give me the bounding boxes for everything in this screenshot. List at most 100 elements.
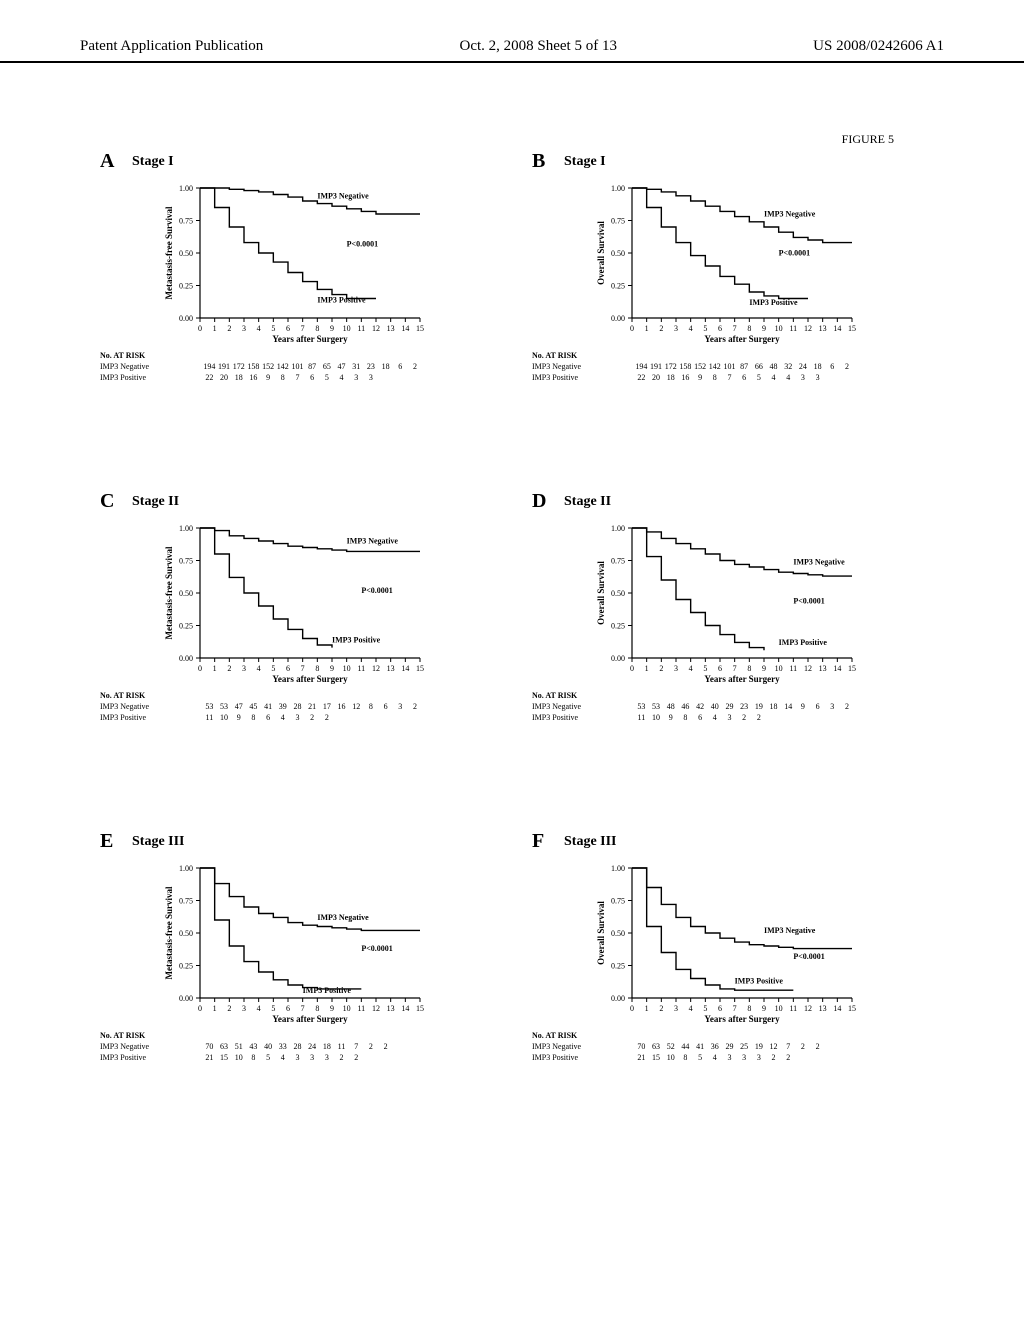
curve-imp3-positive: [632, 528, 764, 650]
panel-stage: Stage I: [564, 154, 606, 170]
risk-number: 3: [349, 372, 364, 383]
svg-text:1: 1: [645, 1004, 649, 1013]
svg-text:0.25: 0.25: [179, 622, 193, 631]
risk-number: 2: [305, 712, 320, 723]
risk-number: 2: [781, 1052, 796, 1063]
at-risk-title: No. AT RISK: [532, 1030, 825, 1041]
risk-number: 33: [275, 1041, 290, 1052]
y-axis-label: Overall Survival: [596, 221, 606, 285]
risk-row-label: IMP3 Positive: [100, 372, 170, 383]
risk-number: 45: [246, 701, 261, 712]
svg-text:8: 8: [315, 664, 319, 673]
risk-number: 7: [349, 1041, 364, 1052]
page-header: Patent Application Publication Oct. 2, 2…: [0, 38, 1024, 63]
risk-row-label: IMP3 Positive: [532, 1052, 602, 1063]
svg-text:0.00: 0.00: [179, 994, 193, 1003]
risk-number: 8: [364, 701, 379, 712]
risk-number: 5: [261, 1052, 276, 1063]
risk-number: 15: [649, 1052, 664, 1063]
svg-text:7: 7: [733, 664, 737, 673]
svg-text:15: 15: [848, 664, 856, 673]
svg-text:9: 9: [762, 324, 766, 333]
svg-text:8: 8: [747, 664, 751, 673]
svg-text:0.50: 0.50: [179, 589, 193, 598]
risk-number: 6: [825, 361, 840, 372]
at-risk-table: No. AT RISKIMP3 Negative7063524441362925…: [532, 1030, 825, 1064]
svg-text:0: 0: [630, 324, 634, 333]
risk-number: 3: [320, 1052, 335, 1063]
risk-number: 2: [840, 701, 855, 712]
risk-row-positive: IMP3 Positive2220181698765433: [100, 372, 422, 383]
risk-number: 28: [290, 701, 305, 712]
svg-text:5: 5: [271, 1004, 275, 1013]
x-axis-label: Years after Surgery: [272, 1014, 348, 1024]
svg-text:12: 12: [804, 664, 812, 673]
risk-number: 18: [231, 372, 246, 383]
svg-text:2: 2: [227, 664, 231, 673]
risk-number: 41: [693, 1041, 708, 1052]
risk-number: 4: [707, 1052, 722, 1063]
risk-number: 53: [649, 701, 664, 712]
risk-number: 3: [290, 1052, 305, 1063]
panel-stage: Stage III: [564, 834, 617, 850]
risk-number: 6: [810, 701, 825, 712]
risk-row-label: IMP3 Negative: [532, 701, 602, 712]
risk-row-positive: IMP3 Positive11109864322: [100, 712, 422, 723]
svg-text:0.50: 0.50: [611, 929, 625, 938]
risk-number: 18: [766, 701, 781, 712]
risk-number: 6: [693, 712, 708, 723]
risk-number: 3: [737, 1052, 752, 1063]
risk-number: 5: [693, 1052, 708, 1063]
risk-number: 65: [320, 361, 335, 372]
svg-text:5: 5: [703, 324, 707, 333]
svg-text:0.25: 0.25: [179, 962, 193, 971]
risk-row-positive: IMP3 Positive21151085433322: [532, 1052, 825, 1063]
svg-text:0.25: 0.25: [611, 622, 625, 631]
svg-text:4: 4: [689, 664, 693, 673]
svg-text:12: 12: [372, 324, 380, 333]
curve-neg-label: IMP3 Negative: [764, 926, 816, 935]
curve-imp3-positive: [632, 188, 808, 299]
risk-number: 8: [678, 712, 693, 723]
risk-number: 16: [246, 372, 261, 383]
svg-text:0.50: 0.50: [179, 929, 193, 938]
risk-number: 2: [408, 701, 423, 712]
risk-number: 32: [781, 361, 796, 372]
svg-text:1: 1: [645, 324, 649, 333]
curve-pos-label: IMP3 Positive: [303, 986, 352, 995]
svg-text:1: 1: [645, 664, 649, 673]
at-risk-title: No. AT RISK: [532, 350, 854, 361]
y-axis-label: Metastasis-free Survival: [164, 546, 174, 640]
risk-number: 3: [290, 712, 305, 723]
svg-text:0.75: 0.75: [179, 217, 193, 226]
svg-text:14: 14: [401, 324, 409, 333]
risk-number: 6: [305, 372, 320, 383]
risk-number: 194: [634, 361, 649, 372]
curve-imp3-negative: [632, 868, 852, 949]
panel-stage: Stage II: [564, 494, 611, 510]
risk-number: 8: [246, 1052, 261, 1063]
risk-number: 31: [349, 361, 364, 372]
svg-text:11: 11: [789, 1004, 797, 1013]
svg-text:1: 1: [213, 324, 217, 333]
svg-text:10: 10: [775, 664, 783, 673]
risk-number: 87: [737, 361, 752, 372]
p-value: P<0.0001: [361, 944, 392, 953]
risk-number: 19: [752, 701, 767, 712]
svg-text:5: 5: [703, 664, 707, 673]
panel-grid: AStage I 0.000.250.500.751.00 0123456789…: [100, 150, 924, 1140]
risk-number: 15: [217, 1052, 232, 1063]
curve-imp3-negative: [632, 528, 852, 576]
risk-number: 20: [649, 372, 664, 383]
header-left: Patent Application Publication: [80, 38, 263, 55]
risk-row-positive: IMP3 Positive22201816987654433: [532, 372, 854, 383]
risk-row-label: IMP3 Positive: [532, 372, 602, 383]
svg-text:3: 3: [242, 324, 246, 333]
risk-number: 5: [320, 372, 335, 383]
svg-text:0.00: 0.00: [179, 654, 193, 663]
svg-text:0.50: 0.50: [611, 249, 625, 258]
panel-letter: B: [532, 150, 545, 173]
risk-number: 47: [231, 701, 246, 712]
svg-text:0: 0: [630, 1004, 634, 1013]
risk-number: 142: [707, 361, 722, 372]
